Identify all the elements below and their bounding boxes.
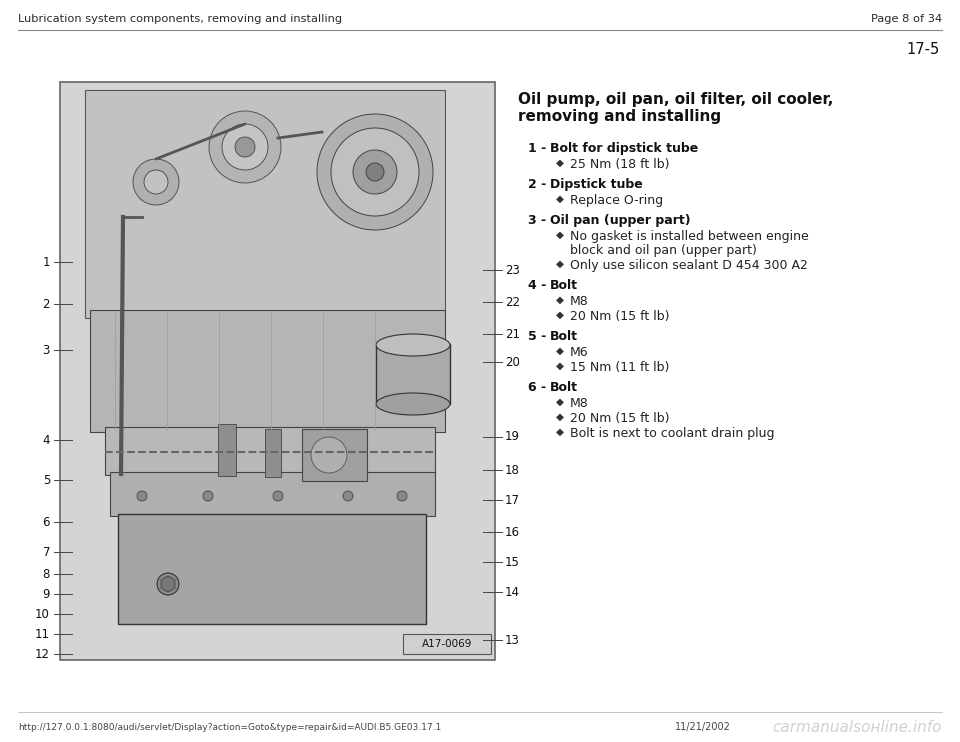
Text: 1: 1 [42,255,50,269]
Ellipse shape [376,393,450,415]
Text: 3 -: 3 - [528,214,546,227]
Text: M6: M6 [570,346,588,359]
Text: 13: 13 [505,634,520,646]
Circle shape [366,163,384,181]
Circle shape [209,111,281,183]
Bar [376,344,450,404]
Text: 23: 23 [505,263,520,277]
Text: ◆: ◆ [556,346,564,356]
Text: Bolt: Bolt [550,330,578,343]
Text: ◆: ◆ [556,361,564,371]
Text: 17-5: 17-5 [907,42,940,57]
Text: M8: M8 [570,397,588,410]
Text: ◆: ◆ [556,230,564,240]
Bar [60,82,495,660]
Bar [85,90,445,318]
Text: 16: 16 [505,525,520,539]
Circle shape [311,437,347,473]
Text: 5: 5 [42,473,50,487]
Text: ◆: ◆ [556,295,564,305]
Text: 14: 14 [505,585,520,599]
Text: 19: 19 [505,430,520,444]
Text: 15 Nm (11 ft lb): 15 Nm (11 ft lb) [570,361,669,374]
Text: 11: 11 [35,628,50,640]
Circle shape [203,491,213,501]
Bar [218,424,236,476]
Circle shape [273,491,283,501]
Circle shape [222,124,268,170]
Text: 25 Nm (18 ft lb): 25 Nm (18 ft lb) [570,158,669,171]
Circle shape [397,491,407,501]
Circle shape [133,159,179,205]
Text: 6 -: 6 - [528,381,546,394]
Text: Lubrication system components, removing and installing: Lubrication system components, removing … [18,14,342,24]
Bar [90,310,445,432]
Text: ◆: ◆ [556,427,564,437]
Circle shape [144,170,168,194]
Text: ◆: ◆ [556,194,564,204]
Text: Bolt for dipstick tube: Bolt for dipstick tube [550,142,698,155]
Text: A17-0069: A17-0069 [421,639,472,649]
Text: 6: 6 [42,516,50,528]
Text: Bolt is next to coolant drain plug: Bolt is next to coolant drain plug [570,427,775,440]
Text: 1 -: 1 - [528,142,546,155]
Bar [110,472,435,516]
Bar [61,83,494,659]
Text: ◆: ◆ [556,158,564,168]
Circle shape [317,114,433,230]
Text: 20 Nm (15 ft lb): 20 Nm (15 ft lb) [570,412,669,425]
Text: 4: 4 [42,433,50,447]
Text: 20 Nm (15 ft lb): 20 Nm (15 ft lb) [570,310,669,323]
Text: 17: 17 [505,493,520,507]
Text: 7: 7 [42,545,50,559]
Text: removing and installing: removing and installing [518,109,721,124]
Text: Bolt: Bolt [550,279,578,292]
Text: 2: 2 [42,298,50,310]
Text: ◆: ◆ [556,259,564,269]
Ellipse shape [376,334,450,356]
Text: block and oil pan (upper part): block and oil pan (upper part) [570,244,756,257]
Text: 3: 3 [42,344,50,356]
Bar [265,429,281,477]
Text: 12: 12 [35,648,50,660]
Text: 21: 21 [505,327,520,341]
Bar [118,514,426,624]
Text: ◆: ◆ [556,412,564,422]
Text: carmanualsонline.info: carmanualsонline.info [773,720,942,735]
Bar [403,634,491,654]
Text: 4 -: 4 - [528,279,546,292]
Circle shape [343,491,353,501]
Circle shape [353,150,397,194]
Text: 5 -: 5 - [528,330,546,343]
Text: Dipstick tube: Dipstick tube [550,178,643,191]
Text: 8: 8 [42,568,50,580]
Text: 22: 22 [505,295,520,309]
Text: 2 -: 2 - [528,178,546,191]
Text: Only use silicon sealant D 454 300 A2: Only use silicon sealant D 454 300 A2 [570,259,808,272]
Text: 18: 18 [505,464,520,476]
Text: ◆: ◆ [556,397,564,407]
Circle shape [235,137,255,157]
Text: M8: M8 [570,295,588,308]
Text: Bolt: Bolt [550,381,578,394]
Circle shape [331,128,419,216]
Text: 9: 9 [42,588,50,600]
Text: 15: 15 [505,556,520,568]
Bar [105,427,435,475]
Text: ◆: ◆ [556,310,564,320]
Text: 20: 20 [505,355,520,369]
Text: 10: 10 [36,608,50,620]
Text: No gasket is installed between engine: No gasket is installed between engine [570,230,808,243]
Circle shape [157,573,179,595]
Circle shape [137,491,147,501]
Text: Oil pump, oil pan, oil filter, oil cooler,: Oil pump, oil pan, oil filter, oil coole… [518,92,833,107]
Text: Replace O-ring: Replace O-ring [570,194,663,207]
Text: http://127.0.0.1:8080/audi/servlet/Display?action=Goto&type=repair&id=AUDI.B5.GE: http://127.0.0.1:8080/audi/servlet/Displ… [18,723,442,732]
Text: Page 8 of 34: Page 8 of 34 [871,14,942,24]
Bar [302,429,367,481]
Text: Oil pan (upper part): Oil pan (upper part) [550,214,690,227]
Text: 11/21/2002: 11/21/2002 [675,722,731,732]
